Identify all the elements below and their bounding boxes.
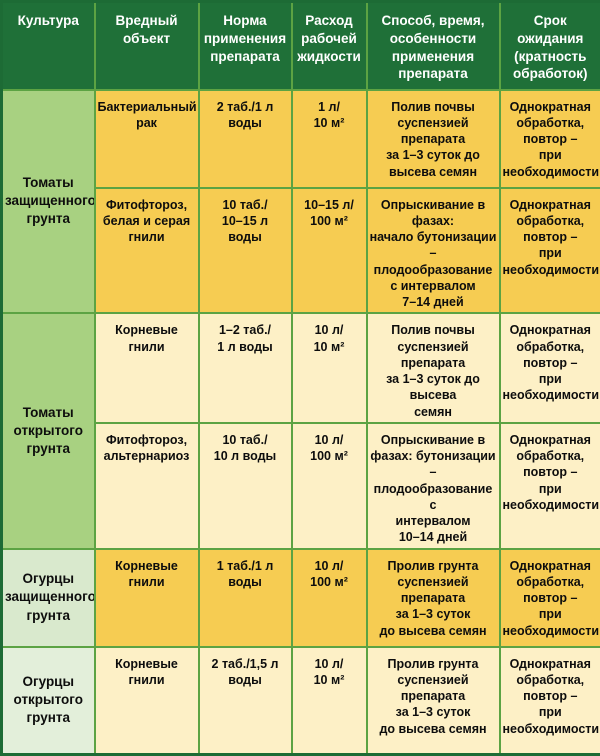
waiting-cell: Однократная обработка, повтор – при необ… — [500, 647, 600, 755]
method-cell: Пролив грунта суспензией препарата за 1–… — [367, 549, 500, 647]
rate-cell: 2 таб./1 л воды — [199, 90, 292, 188]
table-row: Огурцы защищенного грунта Корневые гнили… — [2, 549, 600, 647]
pest-cell: Бактериальный рак — [95, 90, 199, 188]
consumption-cell: 10 л/ 100 м² — [292, 423, 367, 549]
method-cell: Опрыскивание в фазах: начало бутонизации… — [367, 188, 500, 314]
consumption-cell: 10 л/ 10 м² — [292, 647, 367, 755]
pesticide-usage-table-page: Культура Вредный объект Норма применения… — [0, 0, 600, 674]
header-cell-pest: Вредный объект — [95, 2, 199, 90]
pest-cell: Корневые гнили — [95, 549, 199, 647]
culture-cell: Огурцы открытого грунта — [2, 647, 95, 755]
table-row: Томаты защищенного грунта Бактериальный … — [2, 90, 600, 188]
rate-cell: 2 таб./1,5 л воды — [199, 647, 292, 755]
rate-cell: 1 таб./1 л воды — [199, 549, 292, 647]
method-cell: Полив почвы суспензией препарата за 1–3 … — [367, 90, 500, 188]
consumption-cell: 10 л/ 100 м² — [292, 549, 367, 647]
culture-cell: Томаты открытого грунта — [2, 313, 95, 548]
waiting-cell: Однократная обработка, повтор – при необ… — [500, 90, 600, 188]
pest-cell: Фитофтороз, альтернариоз — [95, 423, 199, 549]
header-cell-method: Способ, время, особенности применения пр… — [367, 2, 500, 90]
waiting-cell: Однократная обработка, повтор – при необ… — [500, 423, 600, 549]
header-cell-culture: Культура — [2, 2, 95, 90]
pest-cell: Корневые гнили — [95, 313, 199, 423]
consumption-cell: 10 л/ 10 м² — [292, 313, 367, 423]
rate-cell: 1–2 таб./ 1 л воды — [199, 313, 292, 423]
method-cell: Опрыскивание в фазах: бутонизации – плод… — [367, 423, 500, 549]
waiting-cell: Однократная обработка, повтор – при необ… — [500, 188, 600, 314]
table-row: Томаты открытого грунта Корневые гнили 1… — [2, 313, 600, 423]
method-cell: Пролив грунта суспензией препарата за 1–… — [367, 647, 500, 755]
culture-cell: Томаты защищенного грунта — [2, 90, 95, 314]
header-cell-waiting: Срок ожидания (кратность обработок) — [500, 2, 600, 90]
pest-cell: Корневые гнили — [95, 647, 199, 755]
header-row: Культура Вредный объект Норма применения… — [2, 2, 600, 90]
waiting-cell: Однократная обработка, повтор – при необ… — [500, 313, 600, 423]
header-cell-rate: Норма применения препарата — [199, 2, 292, 90]
consumption-cell: 1 л/ 10 м² — [292, 90, 367, 188]
rate-cell: 10 таб./ 10 л воды — [199, 423, 292, 549]
method-cell: Полив почвы суспензией препарата за 1–3 … — [367, 313, 500, 423]
table-row: Огурцы открытого грунта Корневые гнили 2… — [2, 647, 600, 755]
consumption-cell: 10–15 л/ 100 м² — [292, 188, 367, 314]
waiting-cell: Однократная обработка, повтор – при необ… — [500, 549, 600, 647]
pest-cell: Фитофтороз, белая и серая гнили — [95, 188, 199, 314]
rate-cell: 10 таб./ 10–15 л воды — [199, 188, 292, 314]
header-cell-consumption: Расход рабочей жидкости — [292, 2, 367, 90]
culture-cell: Огурцы защищенного грунта — [2, 549, 95, 647]
